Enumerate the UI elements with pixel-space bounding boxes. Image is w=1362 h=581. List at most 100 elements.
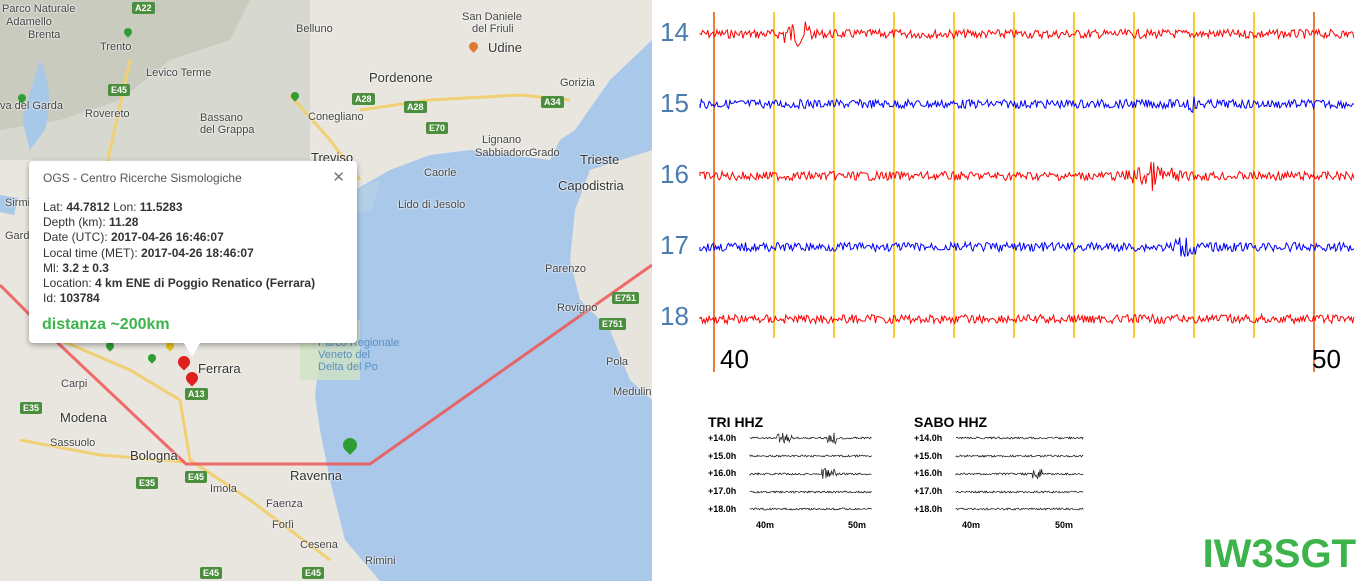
map-place-label: Sabbiadoro <box>475 147 532 159</box>
map-place-label: Udine <box>488 40 522 55</box>
map-place-label: Lido di Jesolo <box>398 199 466 211</box>
map-place-label: Capodistria <box>558 178 624 193</box>
mini-row-label: +16.0h <box>914 468 943 478</box>
map-place-label: Levico Terme <box>146 67 212 79</box>
road-shield: E35 <box>20 402 43 414</box>
mini-x-start: 40m <box>962 520 981 530</box>
road-shield: A28 <box>404 101 427 113</box>
mini-trace <box>749 467 872 479</box>
map-place-label: Rimini <box>365 555 396 567</box>
mini-trace <box>749 432 872 445</box>
mini-row-label: +14.0h <box>914 433 943 443</box>
mini-row-label: +18.0h <box>708 504 737 514</box>
seismic-trace <box>699 161 1355 191</box>
close-icon[interactable]: ✕ <box>332 169 345 186</box>
time-tick-start: 40 <box>720 344 749 374</box>
map-place-label: del Friuli <box>472 23 514 35</box>
helicorder-plot <box>699 12 1355 511</box>
road-shield: E45 <box>302 567 325 579</box>
map-place-label: Imola <box>210 483 237 495</box>
road-shield: E751 <box>599 318 627 330</box>
mini-trace <box>955 436 1084 440</box>
hour-label: 16 <box>660 159 689 189</box>
mini-trace <box>749 507 872 511</box>
road-shield: A22 <box>132 2 155 14</box>
date-row: Date (UTC): 2017-04-26 16:46:07 <box>43 230 224 245</box>
mini-panel-title: SABO HHZ <box>914 414 988 430</box>
map-place-label: Rovereto <box>85 108 130 120</box>
location-row: Location: 4 km ENE di Poggio Renatico (F… <box>43 276 316 291</box>
map-place-label: Caorle <box>424 167 457 179</box>
road-shield: A28 <box>352 93 375 105</box>
road-shield: A13 <box>185 388 208 400</box>
popup-title: OGS - Centro Ricerche Sismologiche <box>43 171 242 185</box>
map-place-label: Belluno <box>296 23 333 35</box>
map-place-label: va del Garda <box>0 100 63 112</box>
lat-lon-row: Lat: 44.7812 Lon: 11.5283 <box>43 200 183 214</box>
mini-trace <box>749 453 872 458</box>
hour-label: 17 <box>660 230 689 260</box>
road-shield: E45 <box>200 567 223 579</box>
road-shield: E751 <box>612 292 640 304</box>
map-panel[interactable]: Parco Naturale Adamello Brenta Trento Levico… <box>0 0 652 581</box>
map-place-label: Cesena <box>300 539 338 551</box>
mini-x-end: 50m <box>1055 520 1074 530</box>
hour-label: 14 <box>660 17 689 47</box>
map-place-label: Carpi <box>61 378 88 390</box>
mini-x-start: 40m <box>756 520 775 530</box>
mini-trace <box>955 490 1084 494</box>
event-info-popup: OGS - Centro Ricerche Sismologiche ✕ Lat… <box>29 161 357 357</box>
mini-x-end: 50m <box>848 520 867 530</box>
map-place-label: Modena <box>60 410 107 425</box>
mini-trace <box>749 490 872 494</box>
map-place-label: Veneto del <box>318 349 370 361</box>
popup-tail <box>184 343 200 357</box>
map-place-label: Parenzo <box>545 263 586 275</box>
mini-row-label: +17.0h <box>914 486 943 496</box>
map-place-label: Gard <box>5 230 30 242</box>
map-place-label: Bologna <box>130 448 178 463</box>
seismic-trace <box>699 96 1355 113</box>
road-shield: E70 <box>426 122 449 134</box>
time-tick-end: 50 <box>1312 344 1341 374</box>
seismogram-panel: 14 15 16 17 18 40 50 TRI HHZ +14.0h +15.… <box>652 0 1362 581</box>
callsign: IW3SGT <box>1202 532 1356 576</box>
map-place-label: Grado <box>529 147 560 159</box>
id-row: Id: 103784 <box>43 291 100 306</box>
mini-row-label: +17.0h <box>708 486 737 496</box>
map-place-label: Pordenone <box>369 70 433 85</box>
mini-trace <box>955 469 1084 480</box>
map-place-label: Forlì <box>272 519 294 531</box>
mini-panel-title: TRI HHZ <box>708 414 764 430</box>
road-shield: A34 <box>541 96 564 108</box>
road-shield: E45 <box>108 84 131 96</box>
map-place-label: Sassuolo <box>50 437 96 449</box>
map-place-label: Pola <box>606 356 629 368</box>
map-place-label: Brenta <box>28 29 61 41</box>
map-place-label: Parco Naturale <box>2 3 76 15</box>
map-place-label: del Grappa <box>200 124 255 136</box>
mini-row-label: +15.0h <box>914 451 943 461</box>
magnitude-row: Ml: 3.2 ± 0.3 <box>43 260 109 275</box>
mini-trace <box>955 507 1084 511</box>
map-place-label: Medulin <box>613 386 652 398</box>
map-place-label: Gorizia <box>560 77 595 89</box>
mini-row-label: +14.0h <box>708 433 737 443</box>
map-place-label: Ravenna <box>290 468 343 483</box>
road-shield: E45 <box>185 471 208 483</box>
map-place-label: Ferrara <box>198 361 241 376</box>
seismic-trace <box>699 237 1355 257</box>
map-place-label: Adamello <box>6 16 52 28</box>
seismic-trace <box>699 312 1355 326</box>
mini-row-label: +16.0h <box>708 468 737 478</box>
hour-label: 15 <box>660 88 689 118</box>
depth-row: Depth (km): 11.28 <box>43 215 139 230</box>
mini-row-label: +15.0h <box>708 451 737 461</box>
map-place-label: San Daniele <box>462 11 522 23</box>
map-place-label: Trieste <box>580 152 620 167</box>
popup-details: Lat: 44.7812 Lon: 11.5283 Depth (km): 11… <box>43 200 315 306</box>
map-place-label: Sirmi <box>5 197 31 209</box>
hour-label: 18 <box>660 301 689 331</box>
mini-row-label: +18.0h <box>914 504 943 514</box>
map-place-label: Delta del Po <box>318 361 378 373</box>
